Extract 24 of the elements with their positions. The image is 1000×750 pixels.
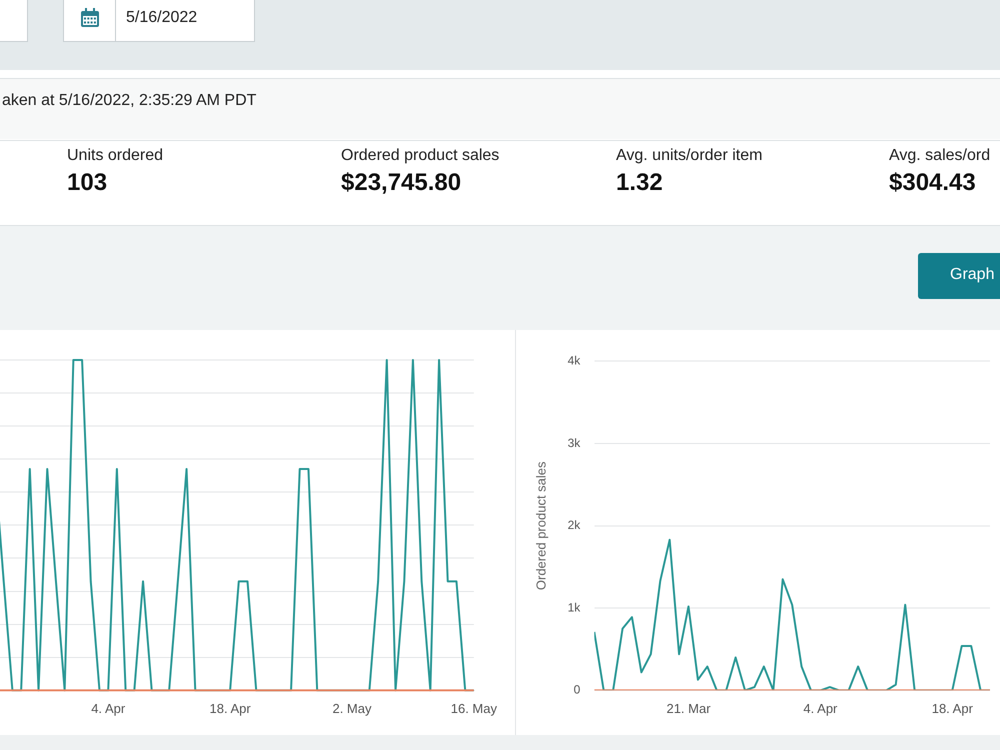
text: 103 bbox=[67, 169, 108, 197]
x-tick-label: 21. Mar bbox=[666, 700, 712, 716]
x-tick-label: 16. May bbox=[450, 700, 498, 716]
x-tick-label: 4. Apr bbox=[803, 700, 838, 716]
x-tick-label: 2. May bbox=[332, 700, 372, 716]
y-tick-label: 4k bbox=[568, 354, 582, 368]
y-tick-label: 1k bbox=[568, 600, 582, 614]
text: aken at 5/16/2022, 2:35:29 AM PDT bbox=[2, 92, 256, 110]
x-tick-label: 18. Apr bbox=[932, 700, 974, 716]
text: $23,745.80 bbox=[341, 169, 462, 197]
text: Ordered product sales bbox=[341, 147, 500, 165]
y-tick-label: 0 bbox=[574, 682, 581, 697]
text: 1.32 bbox=[616, 169, 663, 197]
x-tick-label: 4. Apr bbox=[91, 700, 126, 716]
x-tick-label: 18. Apr bbox=[209, 700, 252, 716]
y-tick-label: 3k bbox=[568, 436, 582, 450]
text: Units ordered bbox=[67, 147, 164, 165]
text: $304.43 bbox=[889, 169, 976, 197]
date-field: 5/16/2022 bbox=[63, 0, 255, 42]
y-tick-label: 2k bbox=[568, 518, 582, 532]
text: Avg. sales/ord bbox=[889, 147, 990, 165]
y-axis-title: Ordered product sales bbox=[533, 460, 548, 590]
button: Graph bbox=[918, 253, 1000, 299]
text: Avg. units/order item bbox=[616, 147, 762, 165]
